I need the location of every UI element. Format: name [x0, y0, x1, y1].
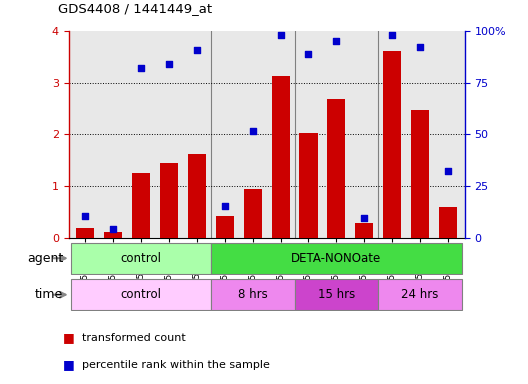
- Bar: [383, 51, 401, 238]
- Point: [332, 38, 341, 44]
- Bar: [211, 243, 462, 274]
- Point: [276, 32, 285, 38]
- Bar: [243, 189, 262, 238]
- Text: control: control: [120, 252, 162, 265]
- Bar: [160, 163, 178, 238]
- Point: [304, 51, 313, 57]
- Point: [81, 213, 90, 219]
- Point: [360, 215, 369, 222]
- Text: 24 hrs: 24 hrs: [401, 288, 439, 301]
- Point: [388, 32, 397, 38]
- Point: [165, 61, 173, 67]
- Point: [109, 226, 118, 232]
- Bar: [188, 154, 206, 238]
- Bar: [271, 76, 290, 238]
- Text: agent: agent: [27, 252, 63, 265]
- Text: 8 hrs: 8 hrs: [238, 288, 268, 301]
- Bar: [295, 279, 378, 310]
- Point: [249, 127, 257, 134]
- Text: DETA-NONOate: DETA-NONOate: [291, 252, 382, 265]
- Text: ■: ■: [63, 358, 75, 371]
- Text: control: control: [120, 288, 162, 301]
- Point: [444, 167, 452, 174]
- Text: GDS4408 / 1441449_at: GDS4408 / 1441449_at: [58, 2, 212, 15]
- Text: ■: ■: [63, 331, 75, 344]
- Bar: [299, 133, 317, 238]
- Bar: [211, 279, 295, 310]
- Bar: [71, 279, 211, 310]
- Bar: [378, 279, 462, 310]
- Bar: [439, 207, 457, 238]
- Bar: [104, 232, 122, 238]
- Text: 15 hrs: 15 hrs: [318, 288, 355, 301]
- Text: transformed count: transformed count: [82, 333, 185, 343]
- Bar: [327, 99, 345, 238]
- Text: percentile rank within the sample: percentile rank within the sample: [82, 360, 270, 370]
- Bar: [71, 243, 211, 274]
- Bar: [411, 109, 429, 238]
- Point: [221, 203, 229, 209]
- Point: [193, 47, 201, 53]
- Bar: [355, 223, 373, 238]
- Point: [137, 65, 145, 71]
- Bar: [77, 228, 95, 238]
- Bar: [132, 173, 150, 238]
- Bar: [216, 216, 234, 238]
- Text: time: time: [35, 288, 63, 301]
- Point: [416, 44, 424, 50]
